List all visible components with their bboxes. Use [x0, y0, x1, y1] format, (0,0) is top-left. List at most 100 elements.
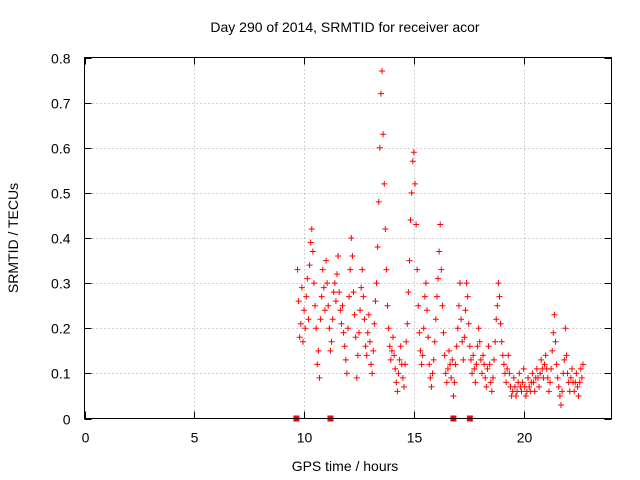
- data-point: [447, 361, 454, 368]
- data-point: [391, 352, 398, 359]
- data-point: [339, 302, 346, 309]
- data-point: [302, 325, 309, 332]
- data-point: [369, 370, 376, 377]
- chart-title: Day 290 of 2014, SRMTID for receiver aco…: [210, 19, 480, 35]
- data-point: [299, 338, 306, 345]
- data-point: [495, 280, 502, 287]
- data-point: [409, 158, 416, 165]
- data-point: [477, 356, 484, 363]
- data-point: [491, 356, 498, 363]
- data-point: [325, 302, 332, 309]
- data-point: [446, 347, 453, 354]
- data-point: [383, 266, 390, 273]
- data-point: [296, 334, 303, 341]
- data-point: [469, 370, 476, 377]
- data-point: [579, 361, 586, 368]
- data-point: [382, 225, 389, 232]
- data-point: [472, 379, 479, 386]
- data-point: [316, 374, 323, 381]
- data-point: [512, 392, 519, 399]
- data-point: [536, 383, 543, 390]
- data-point: [362, 343, 369, 350]
- data-point: [451, 379, 458, 386]
- data-point: [492, 338, 499, 345]
- data-point: [421, 293, 428, 300]
- data-point: [522, 392, 529, 399]
- data-point: [471, 365, 478, 372]
- data-point: [577, 365, 584, 372]
- data-point: [427, 374, 434, 381]
- data-point: [541, 361, 548, 368]
- data-point: [345, 325, 351, 332]
- data-point: [431, 338, 438, 345]
- data-point: [549, 347, 556, 354]
- data-point: [390, 334, 397, 341]
- data-point: [371, 320, 378, 327]
- data-point: [575, 392, 582, 399]
- data-point: [559, 388, 566, 395]
- data-point: [329, 316, 336, 323]
- data-point: [395, 370, 402, 377]
- data-point: [376, 144, 383, 151]
- data-point: [544, 374, 551, 381]
- data-point: [454, 325, 461, 332]
- data-point: [520, 365, 527, 372]
- data-point: [432, 316, 439, 323]
- data-point: [319, 266, 326, 273]
- data-point: [388, 347, 395, 354]
- data-point: [474, 343, 481, 350]
- data-point: [403, 338, 410, 345]
- data-point: [324, 280, 331, 287]
- data-point: [487, 379, 494, 386]
- data-point: [429, 370, 436, 377]
- y-tick-label: 0.4: [51, 231, 71, 247]
- y-tick-label: 0.1: [51, 366, 71, 382]
- data-point: [553, 361, 560, 368]
- data-point: [437, 221, 444, 228]
- data-point: [330, 289, 337, 296]
- data-point: [576, 379, 583, 386]
- y-tick-label: 0.2: [51, 321, 71, 337]
- data-point: [396, 356, 403, 363]
- data-point: [349, 253, 356, 260]
- data-point: [433, 293, 440, 300]
- data-point: [426, 361, 433, 368]
- data-point: [500, 361, 507, 368]
- data-point: [533, 365, 540, 372]
- data-point: [306, 262, 313, 269]
- data-point: [496, 293, 503, 300]
- data-point: [475, 325, 482, 332]
- data-point: [444, 365, 451, 372]
- data-point: [315, 347, 322, 354]
- data-point: [321, 307, 328, 314]
- data-point: [467, 356, 474, 363]
- data-point: [374, 244, 381, 251]
- data-point: [462, 307, 469, 314]
- data-point: [357, 307, 364, 314]
- data-point: [498, 338, 505, 345]
- data-point: [563, 352, 570, 359]
- data-point: [531, 388, 538, 395]
- data-point: [460, 356, 467, 363]
- data-point: [505, 352, 512, 359]
- data-point: [392, 365, 399, 372]
- y-tick-label: 0.5: [51, 186, 71, 202]
- data-point: [459, 338, 466, 345]
- data-point: [358, 284, 365, 291]
- data-point: [393, 379, 400, 386]
- data-point: [341, 343, 348, 350]
- data-point: [408, 189, 415, 196]
- data-point: [562, 325, 569, 332]
- data-point: [488, 388, 495, 395]
- data-point: [359, 266, 366, 273]
- data-point: [400, 383, 407, 390]
- data-point: [416, 329, 423, 336]
- data-point: [295, 298, 302, 305]
- data-point: [435, 275, 442, 282]
- data-point: [430, 356, 437, 363]
- data-point: [380, 131, 387, 138]
- data-point: [525, 374, 532, 381]
- data-point: [415, 302, 422, 309]
- data-point: [439, 302, 446, 309]
